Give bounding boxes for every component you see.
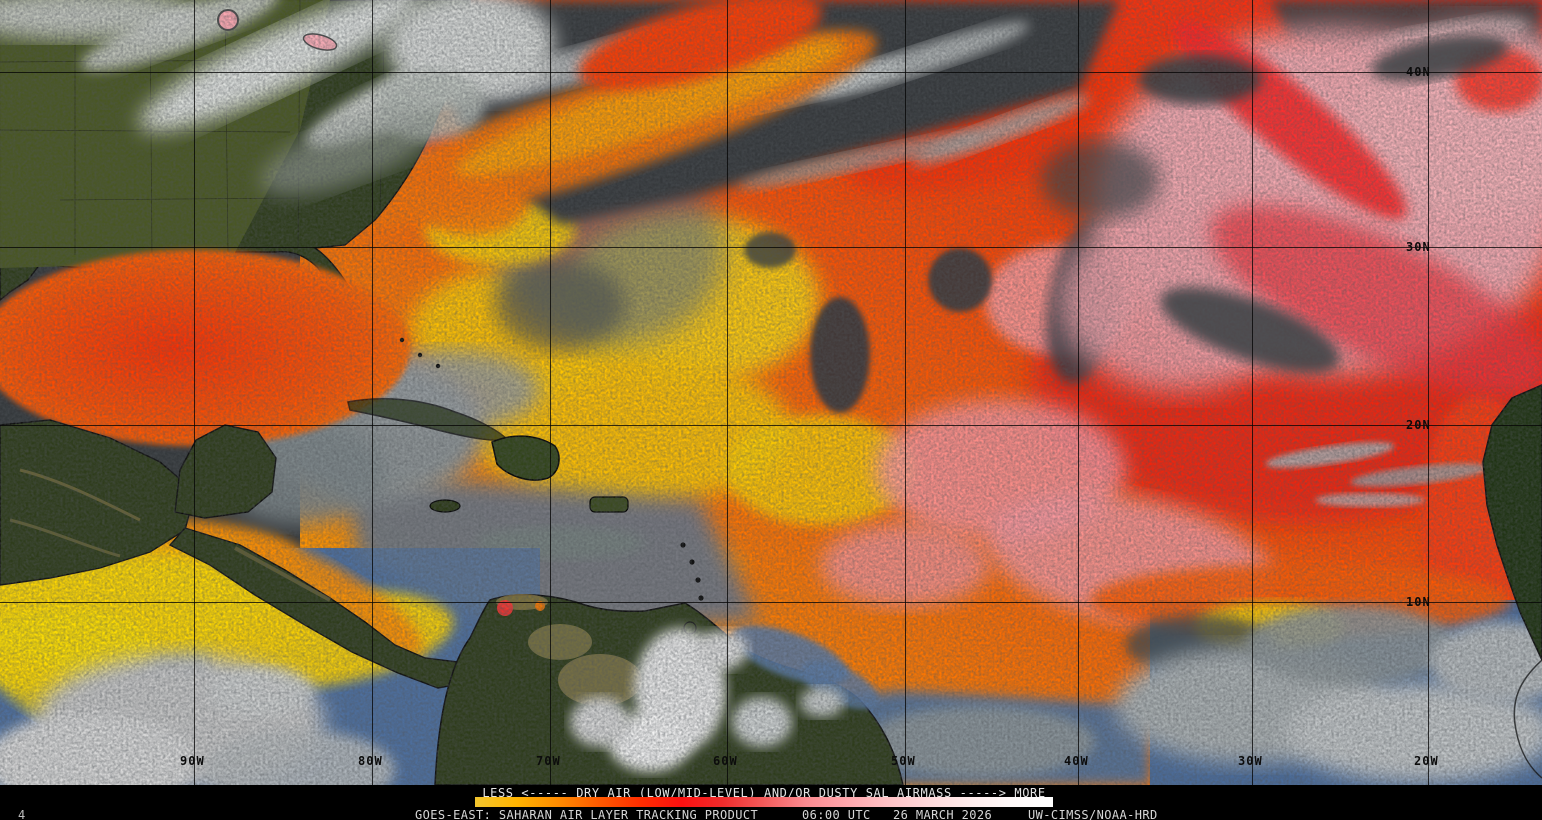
colorbar-caption: LESS <----- DRY AIR (LOW/MID-LEVEL) AND/… xyxy=(482,786,1046,800)
satellite-noise-texture xyxy=(0,0,1542,785)
valid-date: 26 MARCH 2026 xyxy=(893,808,993,820)
valid-time: 06:00 UTC xyxy=(802,808,871,820)
footer-info-line: GOES-EAST: SAHARAN AIR LAYER TRACKING PR… xyxy=(0,809,1542,820)
product-title: GOES-EAST: SAHARAN AIR LAYER TRACKING PR… xyxy=(415,808,759,820)
data-credit: UW-CIMSS/NOAA-HRD xyxy=(1028,808,1158,820)
legend-strip: LESS <----- DRY AIR (LOW/MID-LEVEL) AND/… xyxy=(0,785,1542,820)
satellite-map-canvas xyxy=(0,0,1542,785)
satellite-map: 40N 30N 20N 10N 90W 80W 70W 60W 50W 40W 30W 20W xyxy=(0,0,1542,785)
frame-number: 4 xyxy=(18,808,26,820)
sal-colorbar xyxy=(475,797,1053,807)
